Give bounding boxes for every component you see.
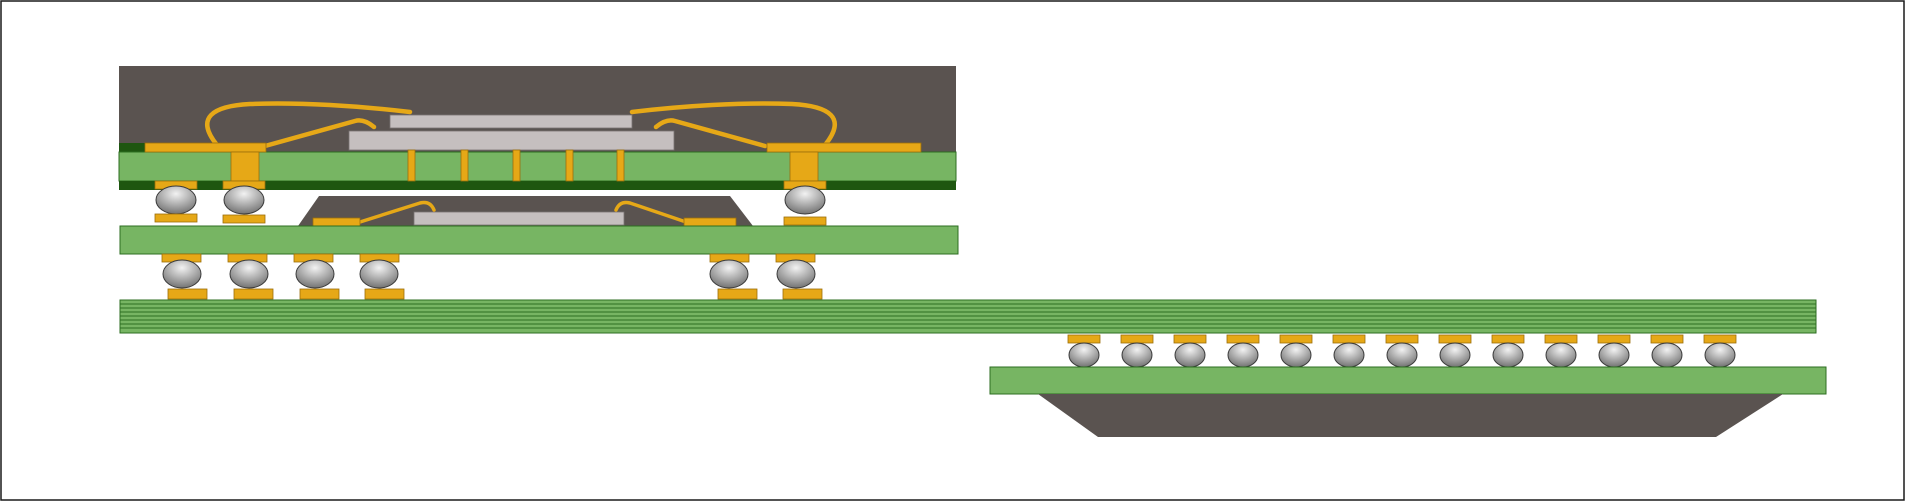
solder-ball [295, 259, 335, 289]
lower-die [348, 130, 675, 151]
top-package-wire-bonds [205, 101, 837, 149]
ball-pad [364, 288, 405, 300]
solder-ball [709, 259, 749, 289]
ball-pad [1279, 334, 1313, 344]
solder-balls-pcb-to-bottom [1067, 334, 1737, 368]
ball-pad [1491, 334, 1525, 344]
via [512, 149, 521, 182]
ball-pad [1332, 334, 1366, 344]
solder-ball [223, 185, 265, 215]
ball-pad [1544, 334, 1578, 344]
ball-pad [782, 288, 823, 300]
ball-pad [167, 288, 208, 300]
ball-pad [1650, 334, 1684, 344]
bottom-package-substrate [989, 366, 1827, 395]
solder-ball [1704, 342, 1736, 368]
wire-bond [358, 200, 436, 224]
solder-mask-top-left [119, 143, 145, 152]
bond-finger-right [683, 217, 737, 227]
solder-ball [1598, 342, 1630, 368]
solder-ball [1280, 342, 1312, 368]
via [460, 149, 469, 182]
via [407, 149, 416, 182]
wire-bond [614, 200, 688, 224]
solder-ball [1121, 342, 1153, 368]
solder-ball [162, 259, 202, 289]
ball-pad [1703, 334, 1737, 344]
upper-die [389, 114, 633, 129]
wire-bond [262, 118, 377, 149]
ball-pad [222, 214, 266, 224]
ball-pad [1120, 334, 1154, 344]
solder-mask-bottom [119, 181, 956, 190]
bond-finger-right [766, 142, 922, 153]
ball-pad [717, 288, 758, 300]
ball-pad [1597, 334, 1631, 344]
bottom-package-mold [1038, 394, 1783, 437]
solder-ball [155, 185, 197, 215]
ball-pad [233, 288, 274, 300]
ball-pad [1067, 334, 1101, 344]
solder-balls-middle-to-pcb [161, 253, 823, 300]
wire-bond [205, 101, 413, 148]
top-package [118, 66, 957, 190]
solder-ball [1068, 342, 1100, 368]
solder-ball [229, 259, 269, 289]
solder-ball [1174, 342, 1206, 368]
middle-package-substrate [119, 225, 959, 255]
bond-finger-left [144, 142, 267, 153]
ball-pad [299, 288, 340, 300]
through-via-left [230, 151, 260, 182]
ball-pad [1385, 334, 1419, 344]
bond-finger-left [312, 217, 361, 227]
solder-ball [1439, 342, 1471, 368]
solder-ball [1651, 342, 1683, 368]
ball-pad [783, 216, 827, 226]
solder-ball [1492, 342, 1524, 368]
bottom-package [989, 366, 1827, 437]
ball-pad [1438, 334, 1472, 344]
solder-balls-top-to-middle [154, 185, 827, 226]
middle-package-wire-bonds [358, 200, 688, 224]
solder-ball [1386, 342, 1418, 368]
solder-ball [1545, 342, 1577, 368]
through-via-right [789, 151, 819, 182]
via [565, 149, 574, 182]
ball-pad [1226, 334, 1260, 344]
ball-pad [1173, 334, 1207, 344]
wire-bond [629, 101, 837, 148]
wire-bond [653, 118, 768, 149]
middle-die [413, 211, 625, 226]
pcb-layers [120, 303, 1816, 329]
die-vias [407, 149, 625, 182]
pcb [119, 299, 1817, 334]
solder-ball [776, 259, 816, 289]
solder-ball [1227, 342, 1259, 368]
solder-ball [359, 259, 399, 289]
middle-package-mold [298, 196, 753, 226]
solder-ball [784, 185, 826, 215]
ball-pad [154, 213, 198, 223]
via [616, 149, 625, 182]
middle-package [119, 196, 959, 255]
solder-ball [1333, 342, 1365, 368]
